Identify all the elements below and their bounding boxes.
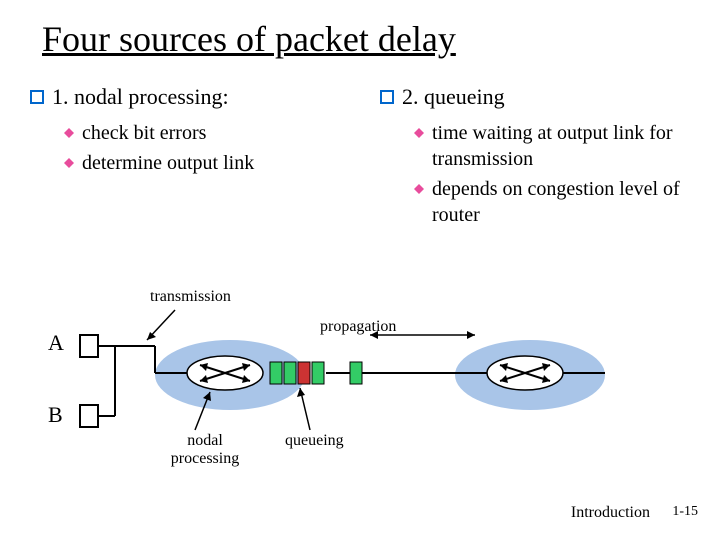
- right-item-0-text: time waiting at output link for transmis…: [432, 120, 690, 172]
- router-2: [487, 356, 563, 390]
- arrow-transmission-head: [147, 332, 156, 340]
- packet-on-link: [350, 362, 362, 384]
- right-heading: 2. queueing: [380, 84, 690, 110]
- footer-text: Introduction: [571, 504, 650, 522]
- diagram-svg: [0, 280, 720, 480]
- left-heading-text: 1. nodal processing:: [52, 84, 229, 110]
- right-item-1: depends on congestion level of router: [414, 176, 690, 228]
- host-b-box: [80, 405, 98, 427]
- diamond-bullet-icon: [414, 184, 424, 194]
- footer-page: 1-15: [672, 504, 698, 520]
- left-item-1-text: determine output link: [82, 150, 254, 176]
- left-column: 1. nodal processing: check bit errors de…: [30, 84, 340, 232]
- packet-1: [270, 362, 282, 384]
- label-a: A: [48, 330, 64, 356]
- router-1: [187, 356, 263, 390]
- left-heading: 1. nodal processing:: [30, 84, 340, 110]
- right-item-1-text: depends on congestion level of router: [432, 176, 690, 228]
- square-bullet-icon: [380, 90, 394, 104]
- label-nodal: nodal processing: [160, 432, 250, 467]
- slide-title: Four sources of packet delay: [0, 0, 720, 66]
- label-transmission: transmission: [150, 288, 231, 306]
- content-columns: 1. nodal processing: check bit errors de…: [0, 66, 720, 232]
- host-a-box: [80, 335, 98, 357]
- square-bullet-icon: [30, 90, 44, 104]
- left-item-1: determine output link: [64, 150, 340, 176]
- packet-3: [298, 362, 310, 384]
- label-b: B: [48, 402, 63, 428]
- label-queueing: queueing: [285, 432, 344, 450]
- left-item-0: check bit errors: [64, 120, 340, 146]
- right-item-0: time waiting at output link for transmis…: [414, 120, 690, 172]
- packet-4: [312, 362, 324, 384]
- right-column: 2. queueing time waiting at output link …: [380, 84, 690, 232]
- delay-diagram: A B transmission propagation nodal proce…: [0, 280, 720, 480]
- left-item-0-text: check bit errors: [82, 120, 206, 146]
- packet-2: [284, 362, 296, 384]
- diamond-bullet-icon: [414, 128, 424, 138]
- diamond-bullet-icon: [64, 128, 74, 138]
- label-propagation: propagation: [320, 318, 396, 336]
- diamond-bullet-icon: [64, 158, 74, 168]
- right-heading-text: 2. queueing: [402, 84, 505, 110]
- arrow-prop-r: [467, 331, 475, 339]
